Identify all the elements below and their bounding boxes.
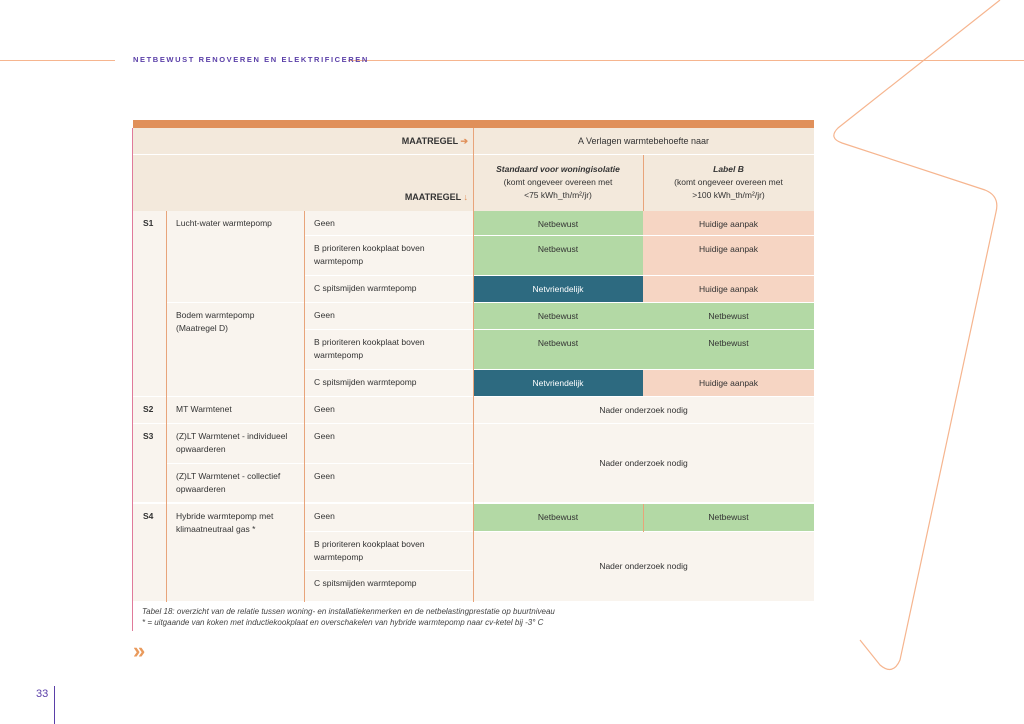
result-cell: Huidige aanpak [643,370,814,396]
maatregel-cell: Geen [304,397,473,423]
page-number: 33 [36,688,49,700]
maatregel-cell: C spitsmijden warmtepomp [304,571,473,601]
arrow-right-icon: ➔ [460,136,468,146]
result-cell: Netbewust [643,303,814,329]
maatregel-cell: Geen [304,211,473,235]
maatregel-cell: B prioriteren kookplaat boven warmtepomp [304,532,473,570]
maatregel-cell: Geen [304,424,473,463]
scenario-id-cell: S4 [133,504,166,601]
maatregel-right-label: MAATREGEL ➔ [401,136,468,146]
result-cell: Netbewust [473,303,643,329]
scenario-id-cell: S2 [133,397,166,423]
result-cell: Netbewust [643,330,814,369]
table-top-bar [133,120,814,128]
merged-result-cell: Nader onderzoek nodig [473,424,814,502]
result-cell: Huidige aanpak [643,276,814,302]
maatregel-cell: C spitsmijden warmtepomp [304,370,473,396]
system-name-cell: MT Warmtenet [166,397,304,423]
maatregel-cell: Geen [304,464,473,502]
system-name-cell: Bodem warmtepomp (Maatregel D) [166,303,304,396]
column-divider [643,155,644,211]
result-cell: Netvriendelijk [473,370,643,396]
result-cell: Netbewust [473,330,643,369]
running-header: NETBEWUST RENOVEREN EN ELEKTRIFICEREN [133,55,369,64]
merged-result-cell: Nader onderzoek nodig [473,532,814,601]
merged-result-cell: Nader onderzoek nodig [473,397,814,423]
header-rule-right [348,60,1024,61]
result-cell: Huidige aanpak [643,211,814,235]
scenario-id-cell: S1 [133,211,166,396]
scenario-id-cell: S3 [133,424,166,502]
result-cell: Netbewust [473,211,643,235]
caption-text: Tabel 18: overzicht van de relatie tusse… [142,607,555,616]
system-name-cell: Lucht-water warmtepomp [166,211,304,302]
header-rule-left [0,60,115,61]
group-title: A Verlagen warmtebehoefte naar [577,136,710,146]
column-divider [166,211,167,602]
system-name-cell: (Z)LT Warmtenet - collectief opwaarderen [166,464,304,502]
column-divider [304,211,305,602]
table-caption: Tabel 18: overzicht van de relatie tusse… [142,606,555,628]
system-name-cell: (Z)LT Warmtenet - individueel opwaardere… [166,424,304,463]
result-cell: Netvriendelijk [473,276,643,302]
footnote-text: * = uitgaande van koken met inductiekook… [142,618,544,627]
page-number-rule [54,686,55,724]
column-divider [643,504,644,532]
maatregel-cell: B prioriteren kookplaat boven warmtepomp [304,330,473,369]
column-divider [473,128,474,602]
column-header-label-b: Label B (komt ongeveer overeen met >100 kW… [674,164,783,200]
chevron-icon: » [133,638,145,663]
arrow-down-icon: ↓ [463,192,469,202]
maatregel-down-label: MAATREGEL ↓ [404,192,469,202]
result-cell: Netbewust [473,236,643,275]
result-cell: Netbewust [473,504,643,531]
maatregel-cell: Geen [304,303,473,329]
result-cell: Netbewust [643,504,814,531]
maatregel-cell: C spitsmijden warmtepomp [304,276,473,302]
result-cell: Huidige aanpak [643,236,814,275]
maatregel-cell: Geen [304,504,473,531]
system-name-cell: Hybride warmtepomp met klimaatneutraal g… [166,504,304,601]
maatregel-cell: B prioriteren kookplaat boven warmtepomp [304,236,473,275]
column-header-standaard: Standaard voor woningisolatie (komt ongev… [496,164,620,200]
table-left-border [132,128,133,631]
